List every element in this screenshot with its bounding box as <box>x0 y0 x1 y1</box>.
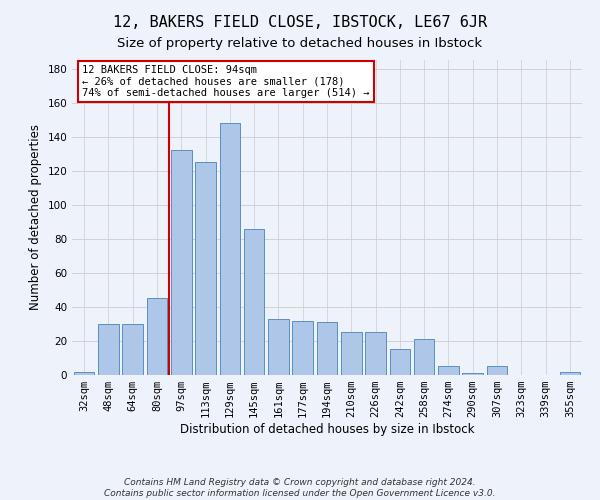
Text: Contains HM Land Registry data © Crown copyright and database right 2024.
Contai: Contains HM Land Registry data © Crown c… <box>104 478 496 498</box>
Bar <box>171 150 191 375</box>
Bar <box>244 228 265 375</box>
Bar <box>487 366 508 375</box>
Text: 12, BAKERS FIELD CLOSE, IBSTOCK, LE67 6JR: 12, BAKERS FIELD CLOSE, IBSTOCK, LE67 6J… <box>113 15 487 30</box>
X-axis label: Distribution of detached houses by size in Ibstock: Distribution of detached houses by size … <box>180 423 474 436</box>
Bar <box>560 372 580 375</box>
Bar <box>414 339 434 375</box>
Text: 12 BAKERS FIELD CLOSE: 94sqm
← 26% of detached houses are smaller (178)
74% of s: 12 BAKERS FIELD CLOSE: 94sqm ← 26% of de… <box>82 64 370 98</box>
Bar <box>268 319 289 375</box>
Bar <box>389 350 410 375</box>
Text: Size of property relative to detached houses in Ibstock: Size of property relative to detached ho… <box>118 38 482 51</box>
Bar <box>317 322 337 375</box>
Bar <box>463 374 483 375</box>
Bar <box>341 332 362 375</box>
Bar <box>122 324 143 375</box>
Bar <box>438 366 459 375</box>
Bar <box>195 162 216 375</box>
Bar <box>292 320 313 375</box>
Bar <box>365 332 386 375</box>
Y-axis label: Number of detached properties: Number of detached properties <box>29 124 42 310</box>
Bar <box>220 123 240 375</box>
Bar <box>74 372 94 375</box>
Bar <box>146 298 167 375</box>
Bar <box>98 324 119 375</box>
